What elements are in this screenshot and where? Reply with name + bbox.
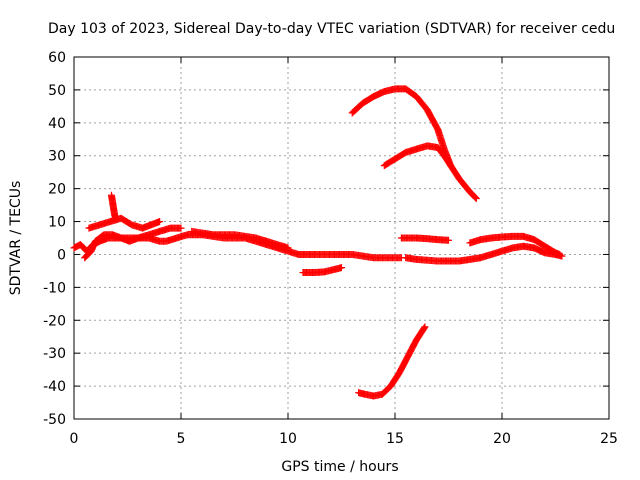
x-tick-label: 0 [70,431,79,447]
series-track-l [466,232,564,258]
y-tick-label: 10 [48,215,66,231]
data-point [447,162,455,170]
y-tick-label: 0 [57,247,66,263]
data-series [70,85,566,400]
data-point [177,224,185,232]
data-point [472,195,480,203]
y-tick-label: -20 [43,313,66,329]
series-track-f [299,264,345,277]
data-point [445,236,452,244]
y-tick-label: 20 [48,182,66,198]
series-track-h [380,142,455,170]
data-point [421,323,429,331]
data-point [472,194,480,202]
y-axis-label: SDTVAR / TECUs [8,181,24,296]
data-point [420,324,428,332]
x-axis-label: GPS time / hours [281,459,398,475]
y-tick-label: 60 [48,50,66,66]
x-tick-label: 20 [493,431,511,447]
x-tick-label: 10 [279,431,297,447]
data-point [156,218,164,226]
data-point [471,193,479,201]
y-tick-label: 30 [48,149,66,165]
axis-ticks: 0 5 10 15 20 25 -50 -40 -30 -20 -10 0 10 20 30 40 50 60 [43,50,618,447]
data-point [446,161,454,169]
series-track-j [397,234,452,244]
x-tick-label: 15 [386,431,404,447]
data-point [556,250,564,258]
chart-title: Day 103 of 2023, Sidereal Day-to-day VTE… [48,21,615,37]
series-track-c [85,214,164,232]
data-point [338,264,345,272]
y-tick-label: -50 [43,412,66,428]
y-tick-label: 40 [48,116,66,132]
series-track-e [188,227,292,252]
series-track-d [107,191,120,222]
y-tick-label: 50 [48,83,66,99]
grid [74,57,609,419]
data-point [284,244,292,252]
series-track-k [402,242,566,265]
y-tick-label: -10 [43,280,66,296]
y-tick-label: -30 [43,346,66,362]
plot-frame [73,56,610,420]
y-tick-label: -40 [43,379,66,395]
data-point [112,214,120,222]
x-tick-label: 25 [600,431,618,447]
x-tick-label: 5 [177,431,186,447]
series-track-i [355,323,429,400]
